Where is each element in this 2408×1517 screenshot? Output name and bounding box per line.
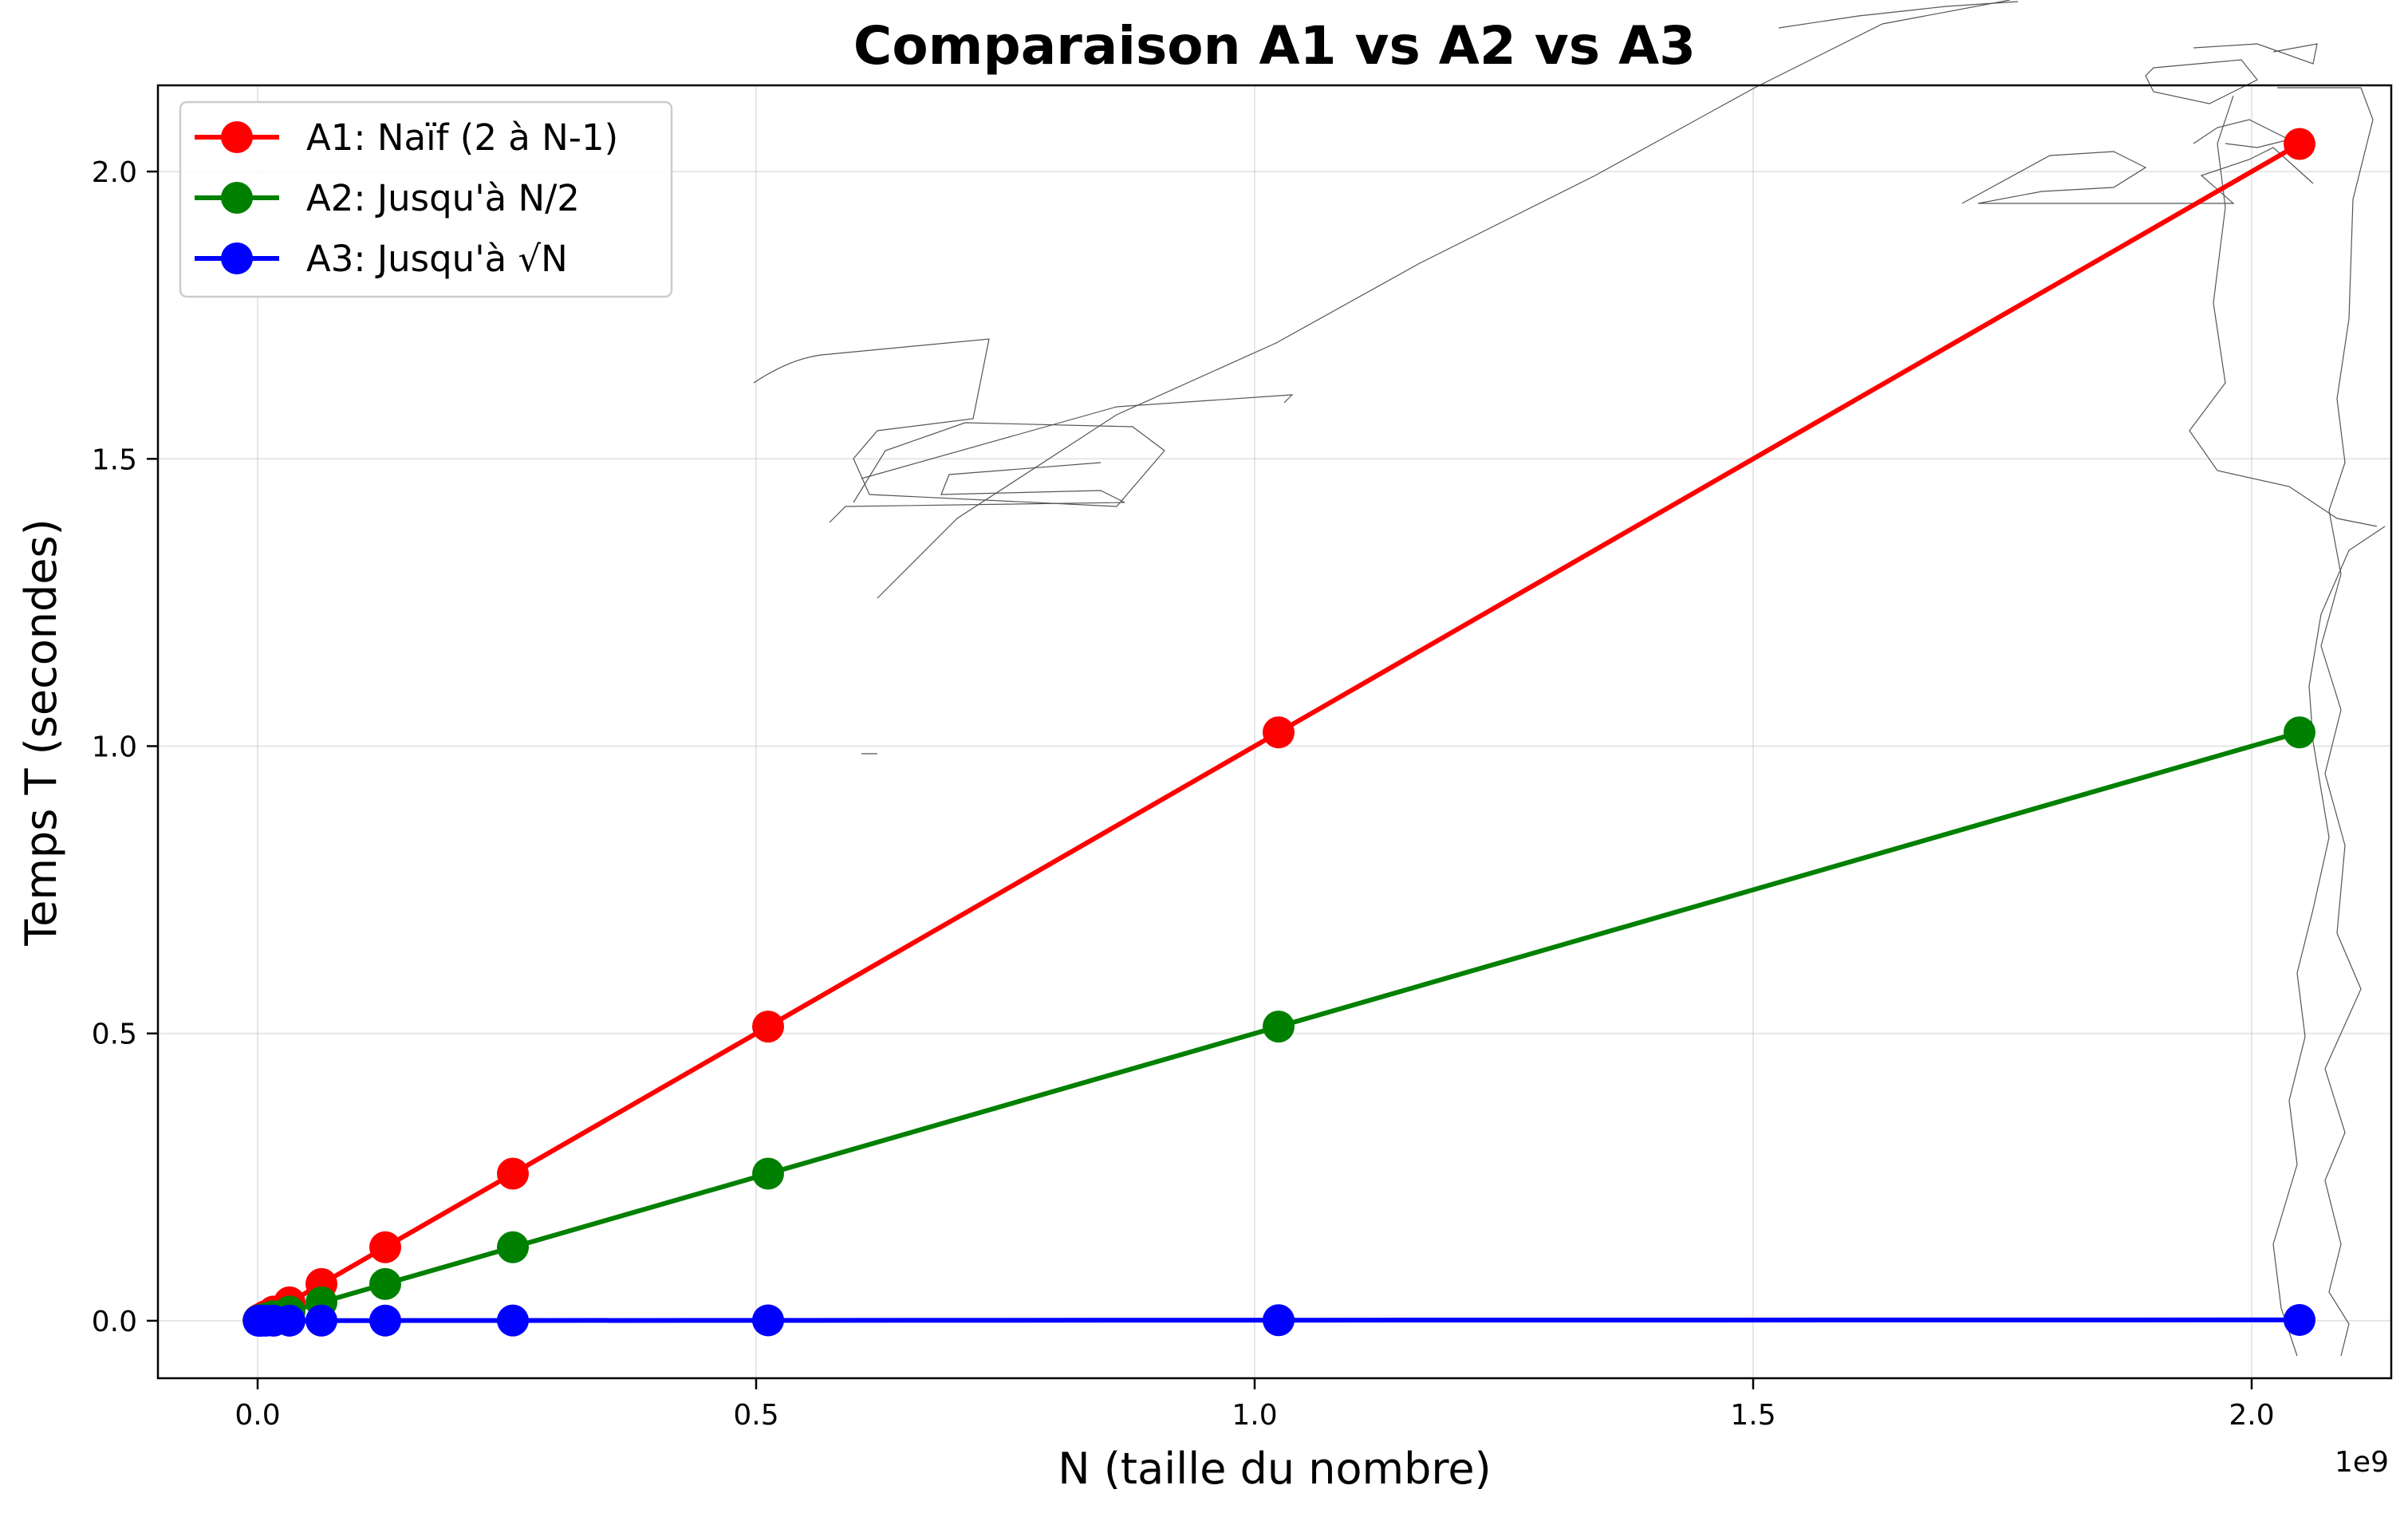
x-axis-offset-label: 1e9 [2335, 1446, 2389, 1479]
y-axis-title: Temps T (secondes) [16, 518, 66, 946]
axes: 0.0 0.5 1.0 1.5 2.0 0.0 0.5 1.0 1.5 2.0 [92, 84, 2393, 1432]
data-point [1263, 1011, 1295, 1043]
legend-item: A2: Jusqu'à N/2 [195, 177, 580, 219]
data-point [1263, 1304, 1295, 1337]
legend-swatch-marker [221, 182, 253, 214]
legend-swatch-marker [221, 242, 253, 274]
legend-item: A1: Naïf (2 à N-1) [195, 116, 618, 159]
y-tick-label: 1.5 [92, 443, 137, 476]
y-tick-label: 0.0 [92, 1306, 137, 1338]
data-point [274, 1304, 305, 1337]
plot-frame [156, 84, 2393, 1380]
series-3 [242, 1303, 2315, 1337]
chart-title: Comparaison A1 vs A2 vs A3 [853, 15, 1696, 77]
y-tick-label: 0.5 [92, 1019, 137, 1051]
data-point [752, 1304, 784, 1337]
legend-label: A3: Jusqu'à √N [306, 238, 568, 280]
data-point [1263, 716, 1295, 749]
data-point [369, 1267, 401, 1300]
legend-item: A3: Jusqu'à √N [195, 238, 568, 280]
data-point [752, 1157, 784, 1190]
legend-swatch-marker [221, 121, 253, 153]
data-point [497, 1231, 529, 1263]
series-2 [242, 716, 2315, 1337]
data-point [305, 1304, 337, 1337]
data-point [2284, 1303, 2315, 1336]
x-tick-label: 0.5 [733, 1399, 778, 1432]
data-point [497, 1304, 529, 1337]
x-axis-title: N (taille du nombre) [1058, 1444, 1491, 1494]
scribble-annotations [753, 0, 2386, 1357]
legend-label: A2: Jusqu'à N/2 [306, 177, 580, 219]
legend-label: A1: Naïf (2 à N-1) [306, 116, 618, 159]
series-layer [242, 128, 2315, 1337]
x-tick-label: 0.0 [234, 1399, 280, 1432]
data-point [369, 1304, 401, 1337]
legend: A1: Naïf (2 à N-1) A2: Jusqu'à N/2 A3: Jus… [179, 100, 673, 298]
x-tick-label: 1.5 [1730, 1399, 1775, 1432]
data-point [369, 1231, 401, 1263]
series-1 [242, 128, 2315, 1337]
y-tick-label: 1.0 [92, 731, 137, 764]
data-point [2284, 128, 2315, 160]
data-point [497, 1157, 529, 1190]
x-tick-label: 2.0 [2229, 1399, 2274, 1432]
x-tick-label: 1.0 [1232, 1399, 1277, 1432]
y-tick-label: 2.0 [92, 156, 137, 189]
data-point [752, 1011, 784, 1043]
legend-box [179, 100, 673, 298]
data-point [2284, 716, 2315, 749]
